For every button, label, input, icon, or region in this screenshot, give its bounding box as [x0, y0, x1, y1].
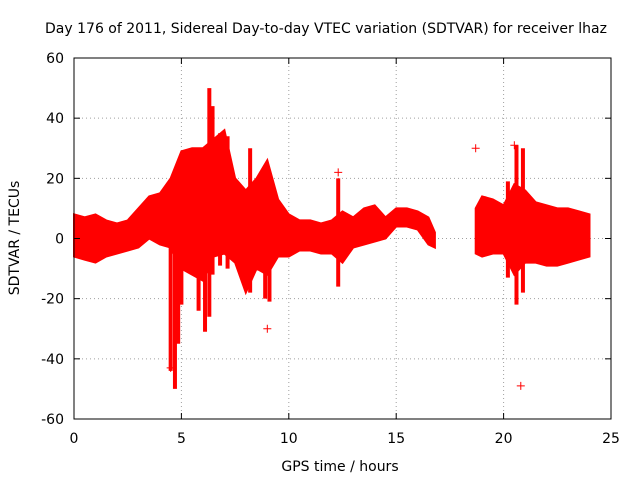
y-tick-label: -20	[41, 292, 64, 308]
y-tick-label: -40	[41, 352, 64, 368]
chart-title: Day 176 of 2011, Sidereal Day-to-day VTE…	[45, 21, 607, 37]
y-axis-label: SDTVAR / TECUs	[7, 181, 23, 296]
x-tick-label: 10	[280, 431, 298, 447]
data-layer	[73, 88, 591, 390]
x-tick-label: 20	[495, 431, 513, 447]
x-tick-label: 0	[70, 431, 79, 447]
sdtvar-band	[73, 128, 436, 296]
x-axis-label: GPS time / hours	[281, 459, 398, 475]
sdtvar-outlier-point	[166, 363, 175, 372]
plot-frame	[73, 57, 612, 420]
axis-layer: 0 5 10 15 20 25 60 40 20 0 -20 -40 -60	[41, 51, 620, 447]
x-tick-label: 25	[602, 431, 620, 447]
y-tick-label: 0	[55, 232, 64, 248]
x-tick-label: 5	[177, 431, 186, 447]
sdtvar-outlier-point	[263, 324, 272, 333]
sdtvar-band	[474, 182, 591, 277]
sdtvar-outlier-point	[471, 144, 480, 153]
y-tick-label: 40	[46, 111, 64, 127]
y-tick-label: 60	[46, 51, 64, 67]
sdtvar-outlier-point	[334, 168, 343, 177]
y-tick-label: -60	[41, 412, 64, 428]
y-tick-label: 20	[46, 171, 64, 187]
sdtvar-outlier-point	[510, 141, 519, 150]
x-tick-label: 15	[387, 431, 405, 447]
sdtvar-outlier-point	[516, 381, 525, 390]
